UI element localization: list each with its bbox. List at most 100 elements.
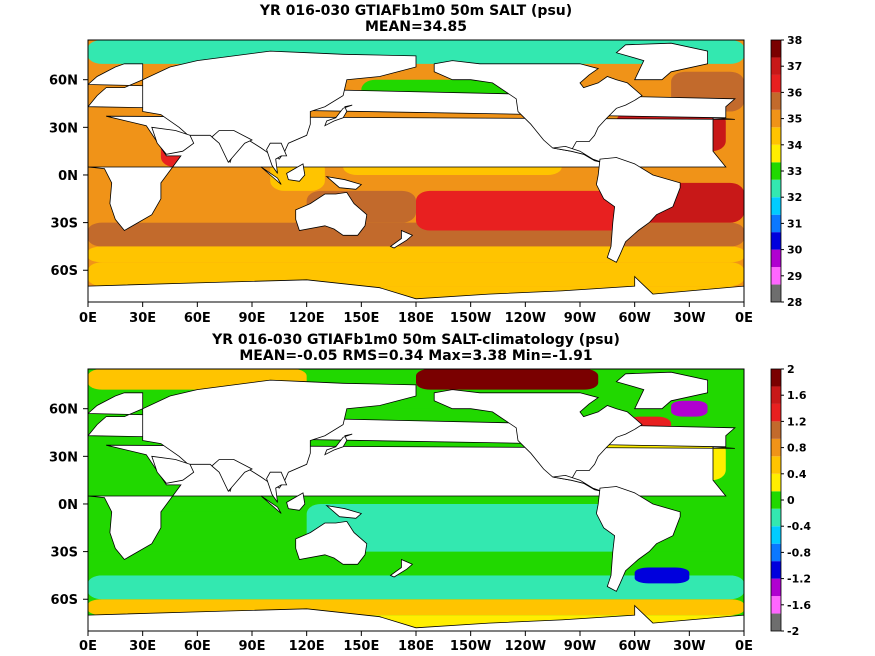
colorbar-swatch <box>771 473 781 492</box>
colorbar-swatch <box>771 162 781 180</box>
colorbar-label: 0 <box>787 494 795 507</box>
panel-2: YR 016-030 GTIAFb1m0 50m SALT-climatolog… <box>49 332 811 654</box>
colorbar-swatch <box>771 284 781 302</box>
land-mass <box>324 104 353 127</box>
x-tick-label: 90E <box>239 639 266 654</box>
x-tick-label: 60W <box>618 639 650 654</box>
land-mass <box>433 60 643 152</box>
colorbar-swatch <box>771 40 781 58</box>
colorbar-label: 36 <box>787 86 803 99</box>
colorbar-label: 30 <box>787 244 803 257</box>
land-mass <box>595 157 681 263</box>
colorbar-swatch <box>771 386 781 404</box>
colorbar-swatch <box>771 267 781 285</box>
x-tick-label: 150W <box>450 311 491 326</box>
colorbar-label: 32 <box>787 191 802 204</box>
x-tick-label: 0E <box>79 639 97 654</box>
land-mass <box>295 191 368 236</box>
land-mass <box>266 471 288 503</box>
map-field <box>88 40 744 302</box>
colorbar-swatch <box>771 613 781 631</box>
x-tick-label: 60W <box>618 311 650 326</box>
land-mass <box>325 504 363 519</box>
land-mass <box>211 130 253 164</box>
x-tick-label: 90E <box>239 311 266 326</box>
x-tick-label: 120W <box>505 311 546 326</box>
x-tick-label: 0E <box>79 311 97 326</box>
y-tick-label: 60N <box>49 74 78 89</box>
colorbar-label: -0.8 <box>787 546 811 559</box>
field-region <box>416 369 599 390</box>
colorbar-swatch <box>771 369 781 387</box>
y-tick-label: 60S <box>51 593 78 608</box>
y-tick-label: 60S <box>51 264 78 279</box>
chart-title: YR 016-030 GTIAFb1m0 50m SALT-climatolog… <box>211 332 620 348</box>
colorbar-label: 35 <box>787 113 802 126</box>
x-tick-label: 30E <box>129 311 156 326</box>
colorbar-label: 31 <box>787 217 802 230</box>
colorbar-swatch <box>771 403 781 422</box>
land-mass <box>266 142 288 174</box>
land-mass <box>151 455 195 484</box>
colorbar-label: 34 <box>787 139 803 152</box>
y-tick-label: 30N <box>49 450 78 465</box>
colorbar-swatch <box>771 491 781 509</box>
colorbar-swatch <box>771 179 781 198</box>
x-tick-label: 120E <box>289 639 325 654</box>
colorbar-label: 38 <box>787 34 802 47</box>
colorbar-swatch <box>771 526 781 544</box>
land-mass <box>286 492 306 511</box>
x-tick-label: 150E <box>343 311 379 326</box>
colorbar-label: -2 <box>787 625 799 638</box>
colorbar-swatch <box>771 561 781 579</box>
colorbar-swatch <box>771 438 781 457</box>
colorbar-swatch <box>771 578 781 597</box>
field-region <box>124 174 307 223</box>
land-mass <box>88 604 744 631</box>
field-region <box>88 262 744 287</box>
colorbar-label: 28 <box>787 296 802 309</box>
x-tick-label: 180E <box>398 311 434 326</box>
colorbar-swatch <box>771 421 781 439</box>
colorbar-label: 33 <box>787 165 802 178</box>
colorbar-label: -0.4 <box>787 520 811 533</box>
land-mass <box>389 229 414 249</box>
field-region <box>88 575 744 600</box>
colorbar-swatch <box>771 92 781 110</box>
land-mass <box>595 486 681 592</box>
land-mass <box>615 42 708 81</box>
chart-title: YR 016-030 GTIAFb1m0 50m SALT (psu) <box>259 3 572 19</box>
land-mass <box>260 495 282 514</box>
colorbar-swatch <box>771 249 781 268</box>
y-tick-label: 30N <box>49 121 78 136</box>
x-tick-label: 60E <box>184 311 211 326</box>
field-region <box>452 198 562 215</box>
x-tick-label: 90W <box>564 639 596 654</box>
x-tick-label: 0E <box>735 639 753 654</box>
colorbar-swatch <box>771 508 781 527</box>
field-region <box>634 567 690 584</box>
x-tick-label: 30W <box>673 311 705 326</box>
colorbar-swatch <box>771 57 781 75</box>
chart-subtitle: MEAN=-0.05 RMS=0.34 Max=3.38 Min=-1.91 <box>239 348 592 364</box>
land-mass <box>260 166 282 185</box>
field-region <box>88 551 744 576</box>
land-mass <box>433 389 643 481</box>
x-tick-label: 150W <box>450 639 491 654</box>
x-tick-label: 30E <box>129 639 156 654</box>
x-tick-label: 90W <box>564 311 596 326</box>
colorbar-label: -1.6 <box>787 599 811 612</box>
map-field <box>88 369 744 631</box>
colorbar-swatch <box>771 144 781 163</box>
panel-1: YR 016-030 GTIAFb1m0 50m SALT (psu)MEAN=… <box>49 3 803 326</box>
land-mass <box>389 558 414 578</box>
x-tick-label: 150E <box>343 639 379 654</box>
colorbar-label: 37 <box>787 60 802 73</box>
y-tick-label: 0N <box>58 169 78 184</box>
colorbar-swatch <box>771 109 781 128</box>
colorbar-label: 0.4 <box>787 468 807 481</box>
colorbar-label: 1.6 <box>787 389 807 402</box>
field-region <box>124 511 307 552</box>
colorbar-swatch <box>771 596 781 614</box>
colorbar-swatch <box>771 456 781 474</box>
